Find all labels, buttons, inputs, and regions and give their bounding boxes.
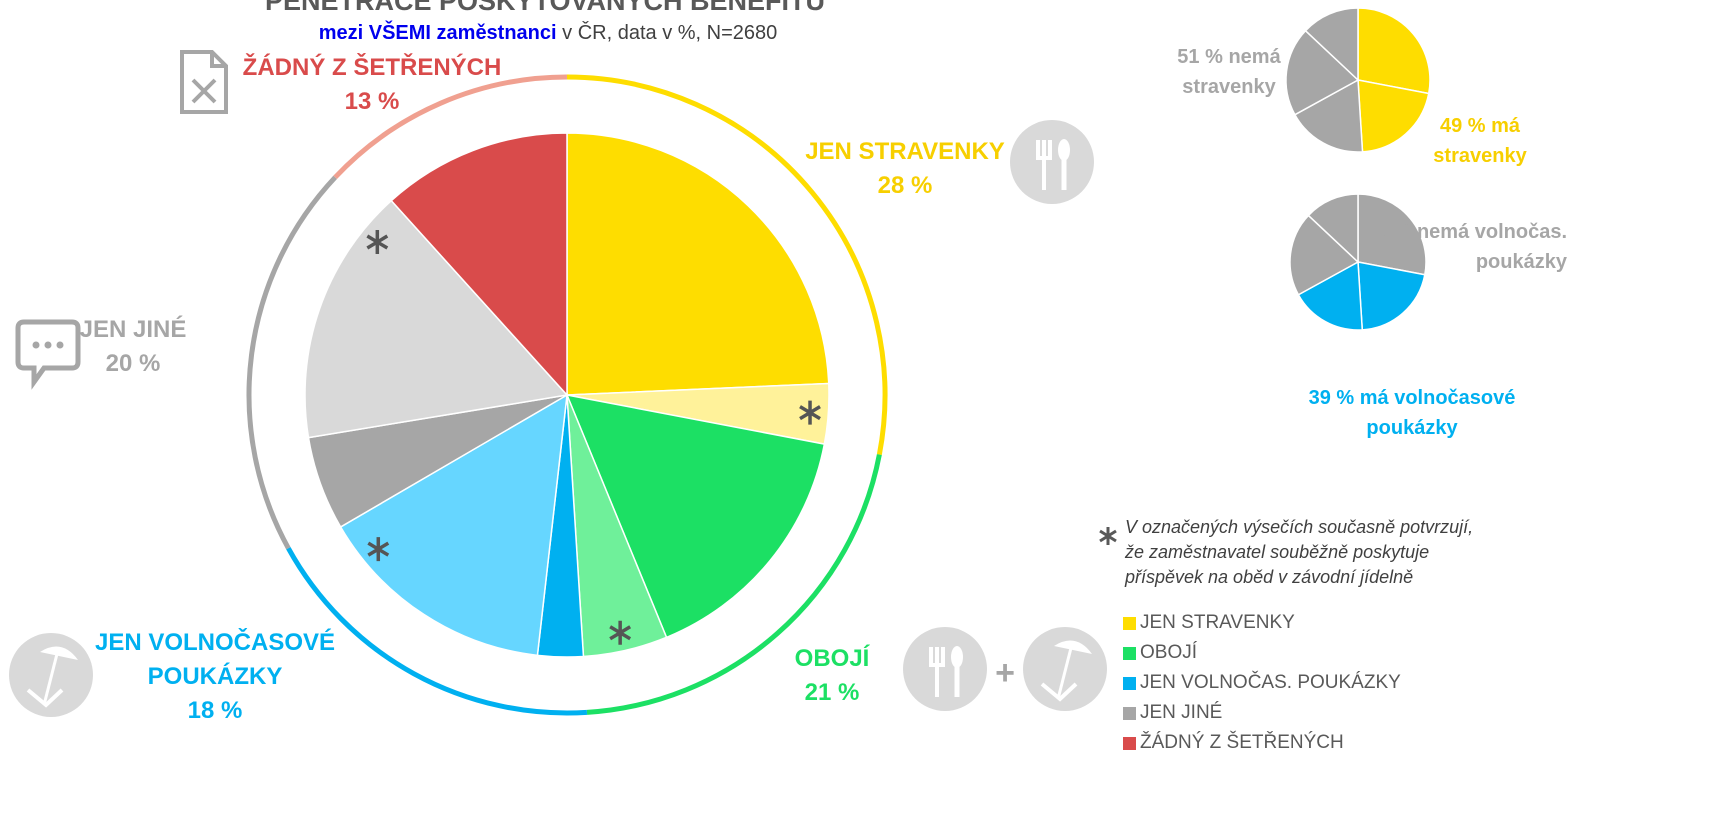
note-line: V označených výsečích současně potvrzují…	[1125, 517, 1474, 537]
pie-slice	[1357, 261, 1426, 331]
small-pie-label: 61 % nemá volnočas. poukázky	[1365, 221, 1567, 273]
cutlery-icon	[1010, 120, 1094, 204]
asterisk-shape	[367, 537, 390, 562]
legend-swatch	[1123, 707, 1136, 720]
asterisk-shape	[609, 620, 632, 645]
chat-icon	[15, 319, 81, 390]
category-label: JEN JINÉ	[79, 316, 187, 343]
file-icon	[180, 50, 228, 114]
asterisk	[609, 620, 632, 645]
category-value: 13 %	[344, 88, 400, 115]
pie-slice	[1357, 7, 1431, 95]
pie-slice	[1304, 7, 1359, 82]
category-label: OBOJÍ	[794, 645, 870, 672]
category-value: 21 %	[804, 679, 860, 706]
pie-slice	[1285, 29, 1360, 116]
pie-slice	[390, 132, 568, 397]
pie-slice	[566, 132, 830, 396]
legend-swatch	[1123, 647, 1136, 660]
ring-arc	[286, 546, 588, 716]
legend-entry: JEN VOLNOČAS. POUKÁZKY	[1123, 671, 1401, 695]
subtitle-highlight: mezi VŠEMI zaměstnanci	[318, 22, 557, 44]
beach-icon	[9, 633, 93, 717]
legend-text: OBOJÍ	[1140, 642, 1198, 663]
asterisk-shape	[799, 400, 821, 425]
ring-arc	[333, 74, 568, 180]
pie-slice	[1307, 193, 1359, 264]
legend-text: JEN VOLNOČAS. POUKÁZKY	[1140, 672, 1401, 693]
pie-slice	[1357, 193, 1427, 276]
category-value: 18 %	[187, 697, 243, 724]
plus-sign: +	[995, 654, 1015, 692]
asterisk	[367, 537, 390, 562]
category-value: 28 %	[877, 172, 933, 199]
legend-text: ŽÁDNÝ Z ŠETŘENÝCH	[1140, 732, 1344, 753]
legend-entry: JEN STRAVENKY	[1123, 611, 1295, 635]
legend-entry: OBOJÍ	[1123, 641, 1197, 665]
ring-arc	[246, 175, 338, 550]
small-pie-label: 51 % nemá stravenky	[1177, 46, 1281, 98]
subtitle-rest: v ČR, data v %, N=2680	[556, 22, 778, 44]
pie-slice	[1289, 214, 1360, 296]
cutlery-icon	[903, 627, 987, 711]
note-line: že zaměstnavatel souběžně poskytuje	[1125, 542, 1430, 562]
ring-arc	[566, 74, 888, 456]
legend-entry: ŽÁDNÝ Z ŠETŘENÝCH	[1123, 731, 1344, 755]
legend-text: JEN STRAVENKY	[1140, 612, 1295, 633]
legend-swatch	[1123, 677, 1136, 690]
pie-slice	[565, 394, 826, 639]
legend-swatch	[1123, 737, 1136, 750]
chart-title: PENETRACE POSKYTOVANÝCH BENEFITŮ	[264, 0, 826, 16]
category-label: ŽÁDNÝ Z ŠETŘENÝCH	[242, 54, 502, 81]
pie-slice	[1293, 78, 1364, 153]
category-label: JEN STRAVENKY	[805, 138, 1005, 165]
pie-slice	[339, 393, 568, 657]
subtitle: mezi VŠEMI zaměstnanci v ČR, data v %, N…	[0, 22, 1096, 45]
asterisk	[366, 230, 389, 255]
asterisk	[799, 400, 821, 425]
legend-swatch	[1123, 617, 1136, 630]
note-line: příspěvek na oběd v závodní jídelně	[1125, 567, 1414, 587]
legend-text: JEN JINÉ	[1140, 702, 1223, 723]
pie-slice	[1357, 79, 1430, 153]
small-pie-label: 39 % má volnočasové poukázky	[1308, 387, 1516, 439]
beach-icon	[1023, 627, 1107, 711]
pie-slice	[1297, 260, 1364, 331]
category-label: JEN VOLNOČASOVÉ POUKÁZKY	[94, 629, 336, 690]
category-value: 20 %	[105, 350, 161, 377]
pie-slice	[304, 199, 569, 439]
legend-entry: JEN JINÉ	[1123, 701, 1222, 725]
asterisk-shape	[366, 230, 389, 255]
ring-arc	[586, 454, 882, 715]
small-pie-label: 49 % má stravenky	[1433, 115, 1527, 167]
asterisk-icon	[1099, 527, 1117, 545]
